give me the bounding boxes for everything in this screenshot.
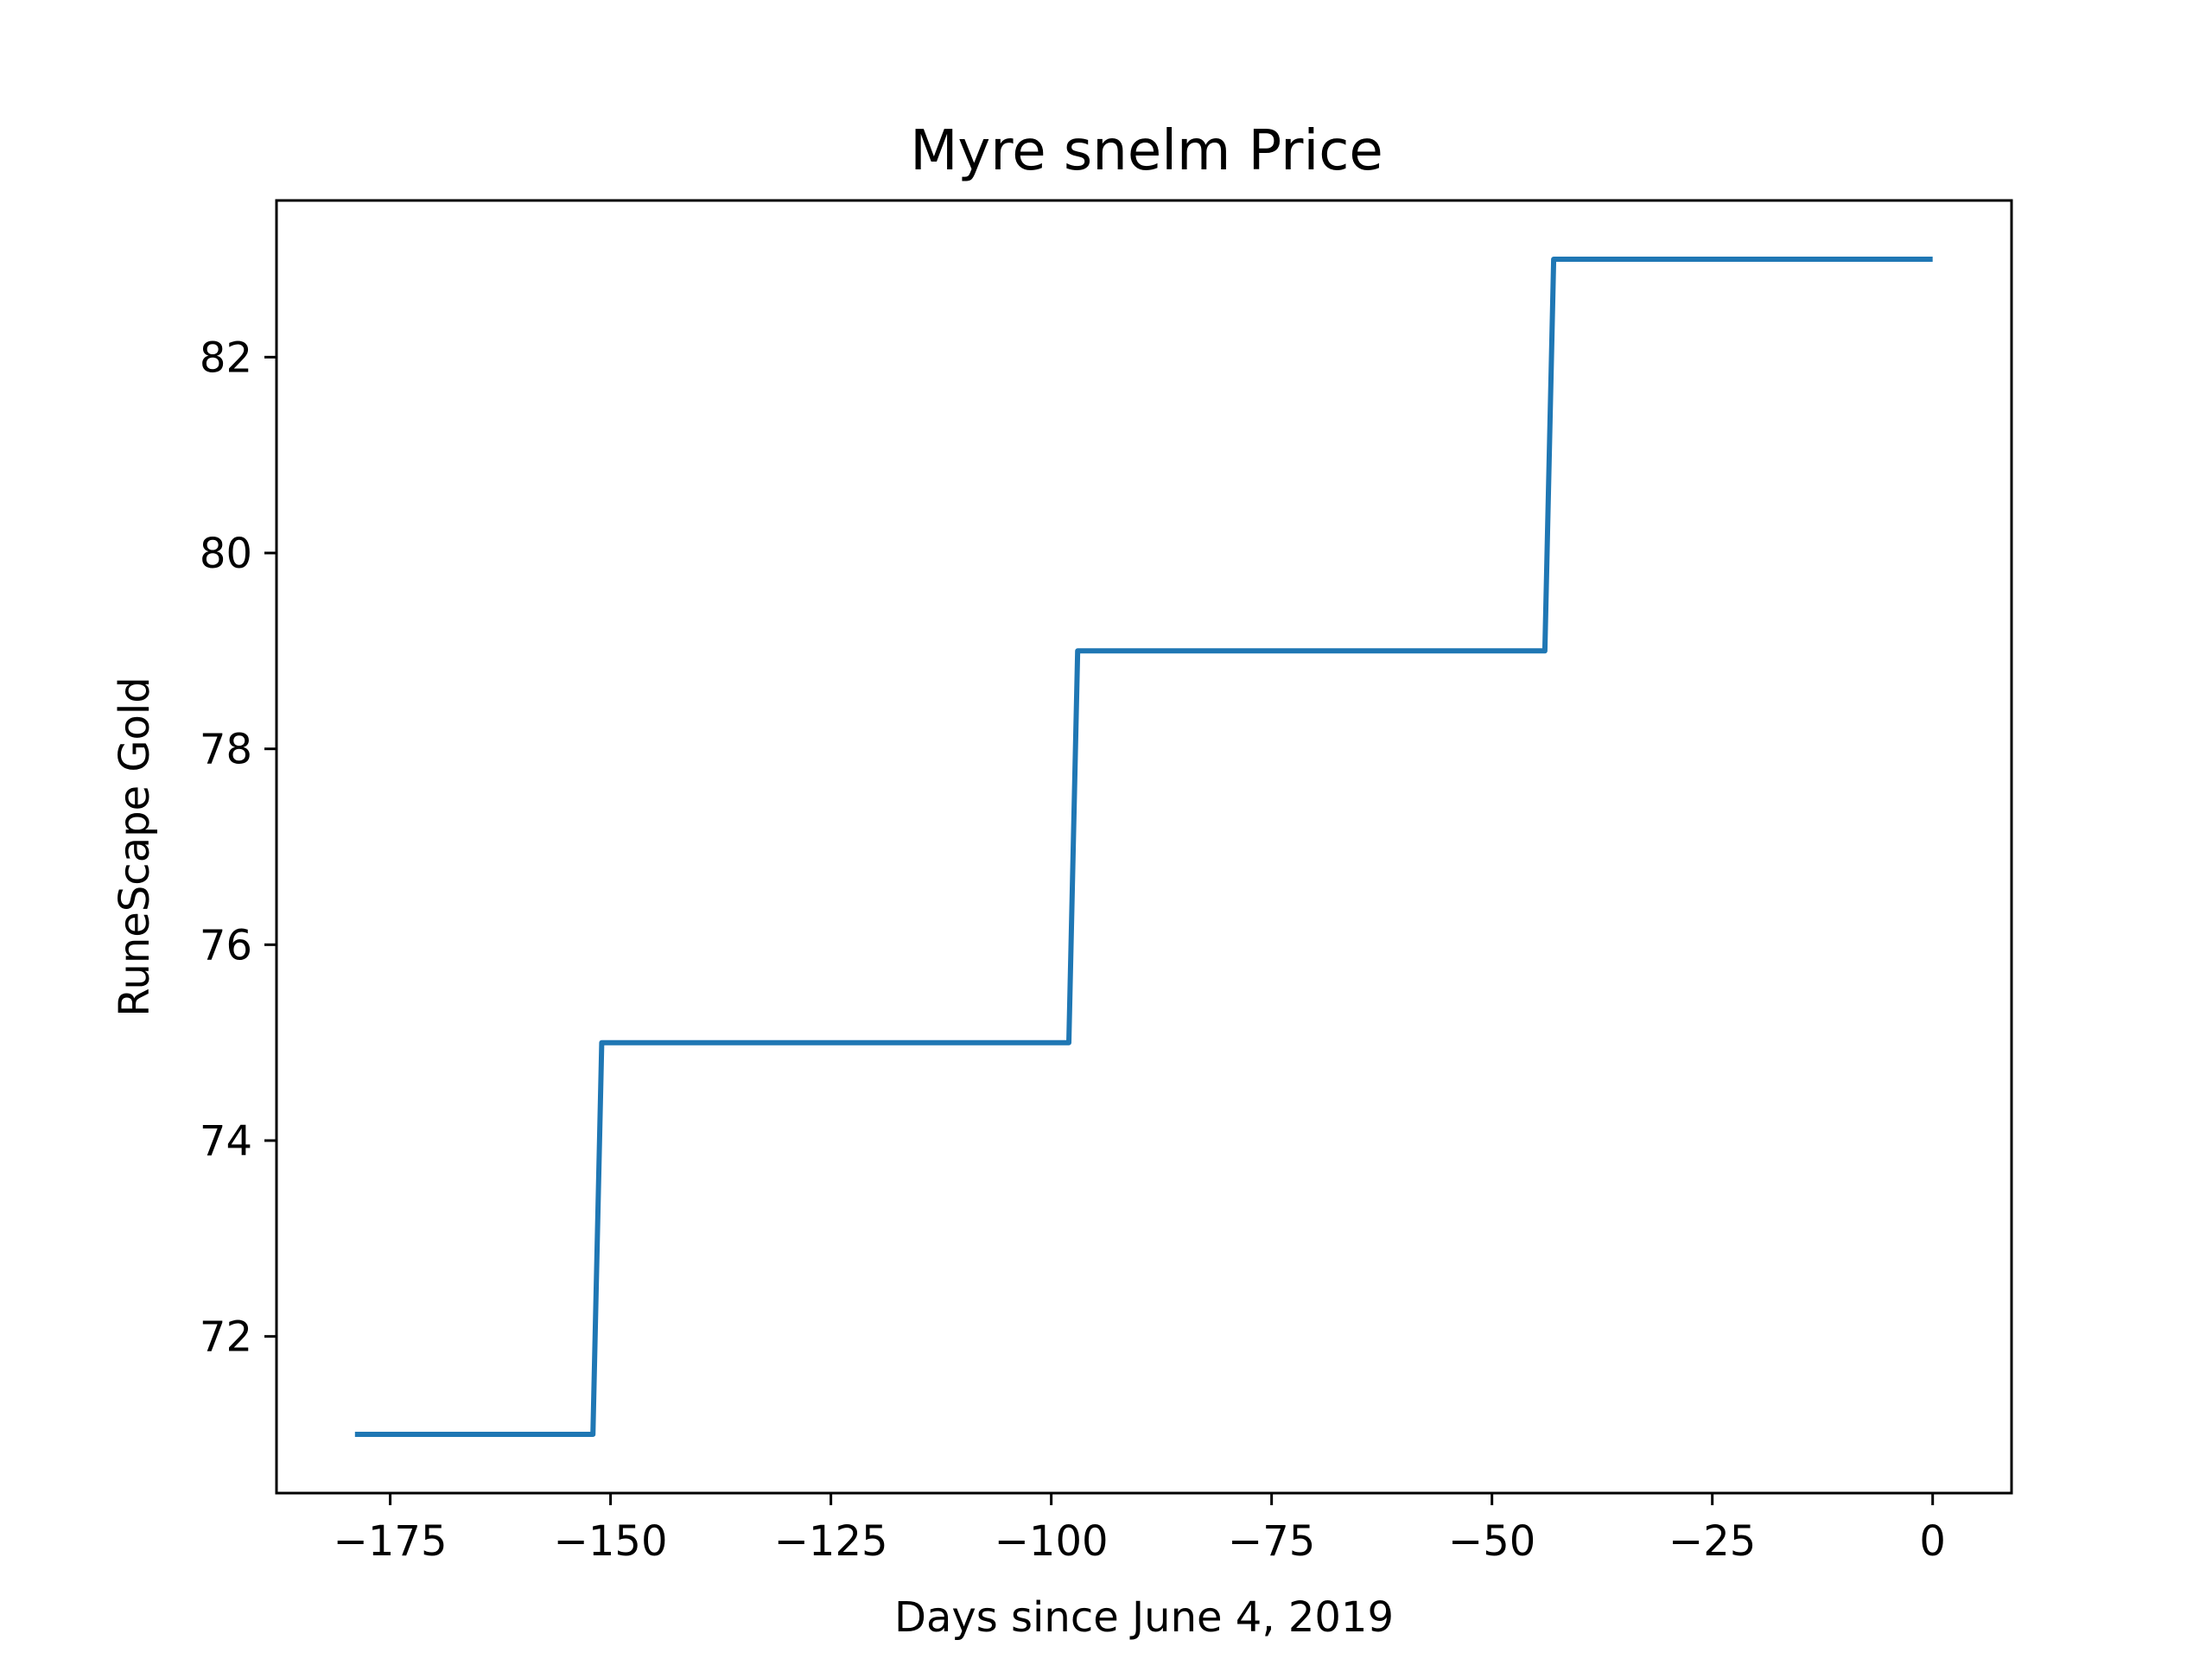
y-tick-label: 82 xyxy=(200,334,252,382)
y-tick-label: 74 xyxy=(200,1117,252,1166)
x-axis-ticks: −175 −150 −125 −100 −75 −50 −25 0 xyxy=(334,1493,1946,1566)
y-axis-label: RuneScape Gold xyxy=(111,677,159,1016)
x-tick-label: −50 xyxy=(1448,1517,1535,1566)
x-tick-label: −75 xyxy=(1228,1517,1315,1566)
x-tick-label: −150 xyxy=(554,1517,668,1566)
y-tick-label: 72 xyxy=(200,1313,252,1362)
y-tick-label: 76 xyxy=(200,921,252,969)
chart-title: Myre snelm Price xyxy=(910,119,1383,183)
plot-area-frame xyxy=(275,199,2013,1495)
y-axis-ticks: 72 74 76 78 80 82 xyxy=(200,334,276,1362)
x-axis-label: Days since June 4, 2019 xyxy=(894,1593,1394,1642)
x-tick-label: −25 xyxy=(1669,1517,1756,1566)
x-tick-label: −100 xyxy=(995,1517,1109,1566)
x-tick-label: −175 xyxy=(334,1517,448,1566)
y-tick-label: 80 xyxy=(200,530,252,578)
data-layer xyxy=(354,257,1933,1437)
series-line-0 xyxy=(354,257,1933,1437)
y-tick-label: 78 xyxy=(200,726,252,774)
x-tick-label: 0 xyxy=(1919,1517,1946,1566)
x-tick-label: −125 xyxy=(774,1517,888,1566)
